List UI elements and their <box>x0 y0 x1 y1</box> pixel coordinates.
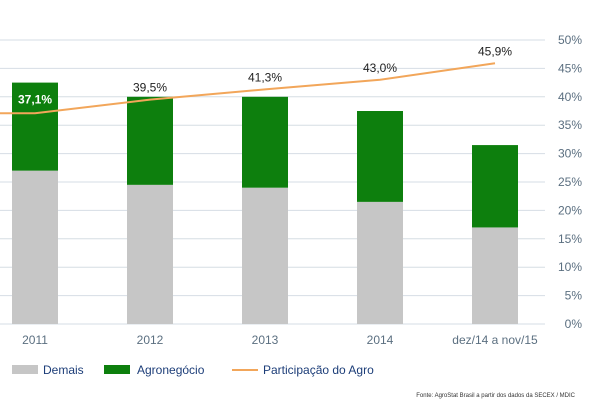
legend-label-agronegocio: Agronegócio <box>137 363 205 377</box>
y-tick-label: 50% <box>558 33 582 47</box>
y-tick-label: 40% <box>558 90 582 104</box>
bar-demais <box>12 170 58 324</box>
bar-demais <box>127 184 173 324</box>
bars <box>12 82 518 324</box>
legend-label-participacao: Participação do Agro <box>263 363 374 377</box>
data-label: 45,9% <box>478 44 512 58</box>
y-tick-label: 25% <box>558 175 582 189</box>
bar-demais <box>242 187 288 324</box>
data-labels: 37,1% 39,5% 41,3% 43,0% 45,9% <box>18 44 512 106</box>
x-category-label: dez/14 a nov/15 <box>452 333 538 347</box>
participation-line <box>0 62 496 115</box>
y-tick-label: 30% <box>558 147 582 161</box>
x-category-label: 2014 <box>367 333 394 347</box>
bar-agronegocio <box>242 96 288 188</box>
y-tick-label: 5% <box>565 289 583 303</box>
data-label: 41,3% <box>248 70 282 84</box>
legend-label-demais: Demais <box>43 363 84 377</box>
bar-agronegocio <box>127 96 173 185</box>
y-tick-label: 20% <box>558 203 582 217</box>
data-label: 39,5% <box>133 81 167 95</box>
y-tick-label: 35% <box>558 118 582 132</box>
y-tick-label: 45% <box>558 61 582 75</box>
source-note: Fonte: AgroStat Brasil a partir dos dado… <box>416 393 575 399</box>
y-tick-label: 15% <box>558 232 582 246</box>
legend-swatch-demais <box>12 365 38 374</box>
x-category-label: 2012 <box>137 333 164 347</box>
bar-agronegocio <box>357 111 403 202</box>
x-category-label: 2013 <box>252 333 279 347</box>
bar-agronegocio <box>472 145 518 228</box>
y-axis-ticks: 0% 5% 10% 15% 20% 25% 30% 35% 40% 45% 50% <box>558 33 582 331</box>
legend: Demais Agronegócio Participação do Agro <box>12 363 374 377</box>
x-axis-categories: 2011 2012 2013 2014 dez/14 a nov/15 <box>22 333 538 347</box>
bar-demais <box>357 201 403 324</box>
bar-demais <box>472 227 518 324</box>
participation-line-path <box>0 62 496 115</box>
bar-agronegocio <box>12 82 58 171</box>
y-tick-label: 10% <box>558 260 582 274</box>
data-label: 37,1% <box>18 92 52 106</box>
y-tick-label: 0% <box>565 317 583 331</box>
data-label: 43,0% <box>363 61 397 75</box>
legend-swatch-agronegocio <box>104 365 130 374</box>
x-category-label: 2011 <box>22 333 48 347</box>
